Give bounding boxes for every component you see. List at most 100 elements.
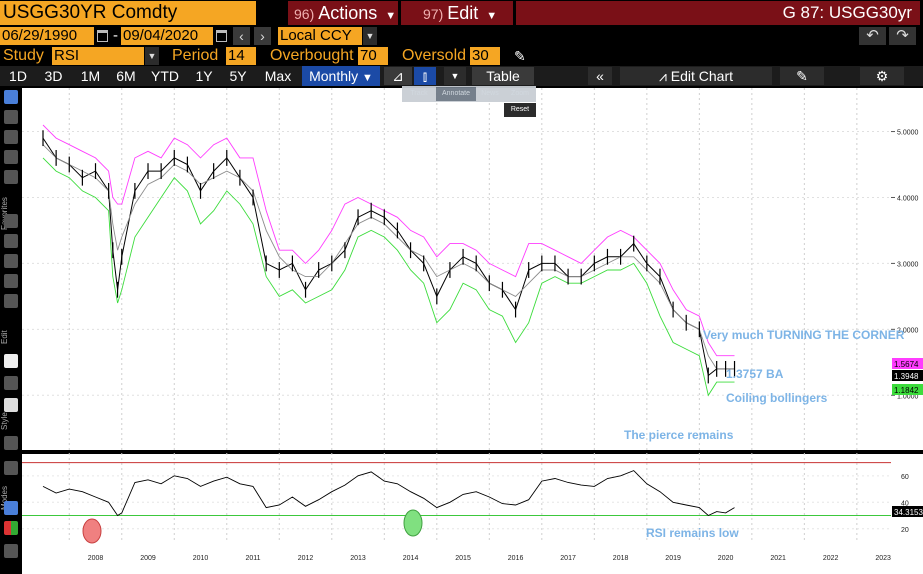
period-input[interactable]: 14: [226, 47, 256, 65]
period-button-5y[interactable]: 5Y: [229, 68, 247, 84]
drag-icon[interactable]: [4, 501, 18, 515]
period-button-1d[interactable]: 1D: [9, 68, 27, 84]
oversold-input[interactable]: 30: [470, 47, 500, 65]
arrow-icon[interactable]: [4, 294, 18, 308]
overbought-input[interactable]: 70: [358, 47, 388, 65]
collapse-icon[interactable]: «: [588, 67, 612, 85]
x-tick-label: 2016: [508, 555, 524, 562]
price-panel: [22, 88, 891, 450]
lower-band-value: 1.1842: [894, 386, 919, 395]
period-button-1m[interactable]: 1M: [80, 68, 101, 84]
oversold-circle-green: [403, 509, 423, 537]
draw-icon[interactable]: ✎: [780, 67, 824, 85]
ticker-field[interactable]: USGG30YR Comdty: [0, 1, 256, 25]
toolbar: 1D 3D 1M 6M YTD 1Y 5Y Max Monthly ▼ ⊿ ⫾ …: [0, 66, 923, 86]
fibonacci-icon[interactable]: [4, 150, 18, 164]
last-price-tag: [892, 370, 923, 381]
fill-icon[interactable]: [4, 398, 18, 412]
news-button[interactable]: News: [481, 90, 499, 97]
price-tick-label: 4.0000: [897, 195, 919, 202]
last-price-value: 1.3948: [894, 372, 919, 381]
x-tick-label: 2021: [770, 555, 786, 562]
chart-area[interactable]: 2008 2009 2010 2011 2012 2013 2014 2015 2016 2017…: [22, 86, 923, 574]
annotate-button[interactable]: Annotate: [436, 87, 476, 101]
actions-label: Actions: [318, 3, 378, 23]
gear-icon[interactable]: ⚙: [860, 67, 904, 85]
line-chart-icon[interactable]: ⊿: [384, 67, 412, 85]
start-date-input[interactable]: 06/29/1990: [0, 27, 94, 45]
oversold-label: Oversold: [402, 47, 467, 64]
chevron-down-icon[interactable]: ▼: [145, 47, 159, 65]
end-date-input[interactable]: 09/04/2020: [121, 27, 213, 45]
undo-icon[interactable]: ↶: [859, 27, 886, 45]
calendar-icon[interactable]: [97, 30, 108, 42]
annotation-coiling: Coiling bollingers: [726, 391, 828, 405]
trendline-icon[interactable]: [4, 110, 18, 124]
cursor-icon[interactable]: [4, 90, 18, 104]
reset-button[interactable]: Reset: [504, 103, 536, 117]
price-tick-label: 5.0000: [897, 130, 919, 137]
x-tick-label: 2014: [403, 555, 419, 562]
calendar-icon[interactable]: [216, 30, 227, 42]
x-tick-label: 2018: [613, 555, 629, 562]
overbought-label: Overbought: [270, 47, 354, 64]
chart-icon: ⩘: [658, 68, 671, 84]
pen-icon[interactable]: [4, 461, 18, 475]
bar-chart-icon[interactable]: ⫾: [414, 67, 436, 85]
line-icon[interactable]: [4, 254, 18, 268]
study-label: Study: [3, 47, 44, 64]
study-select[interactable]: RSI: [52, 47, 144, 65]
redo-icon[interactable]: ↷: [889, 27, 916, 45]
settings-icon[interactable]: [4, 544, 18, 558]
x-tick-label: 2012: [298, 555, 314, 562]
eraser-icon[interactable]: [4, 354, 18, 368]
ruler-icon[interactable]: [4, 274, 18, 288]
rectangle-icon[interactable]: [4, 234, 18, 248]
chart-svg[interactable]: 2008 2009 2010 2011 2012 2013 2014 2015 2016 2017…: [22, 86, 923, 574]
brush-icon[interactable]: [4, 214, 18, 228]
edit-label: Edit: [0, 330, 9, 344]
period-button-6m[interactable]: 6M: [116, 68, 136, 84]
edit-menu-button[interactable]: 97) Edit ▼: [401, 1, 513, 25]
zoom-button[interactable]: Zoom: [511, 90, 529, 97]
x-tick-label: 2008: [88, 555, 104, 562]
currency-select[interactable]: Local CCY: [278, 27, 362, 45]
actions-menu-button[interactable]: 96) Actions ▼: [288, 1, 398, 25]
color-palette-icon[interactable]: [4, 521, 18, 535]
x-tick-label: 2009: [140, 555, 156, 562]
edit-label: Edit: [447, 3, 479, 23]
rsi-tick-label: 40: [901, 500, 909, 507]
period-button-1y[interactable]: 1Y: [195, 68, 213, 84]
chevron-down-icon: ▼: [486, 10, 498, 22]
annotation-rsi-low: RSI remains low: [646, 526, 739, 540]
x-tick-label: 2022: [823, 555, 839, 562]
lines-icon[interactable]: [4, 436, 18, 450]
period-button-max[interactable]: Max: [264, 68, 292, 84]
chevron-down-icon[interactable]: ▼: [444, 67, 466, 85]
text-icon[interactable]: [4, 376, 18, 390]
x-tick-label: 2015: [455, 555, 471, 562]
annotation-turning: Very much TURNING THE CORNER: [703, 328, 905, 342]
vertical-line-icon[interactable]: [4, 130, 18, 144]
forward-arrow-icon[interactable]: ›: [254, 27, 271, 45]
edit-chart-button[interactable]: ⩘ Edit Chart: [620, 67, 772, 85]
pencil-icon[interactable]: ✎: [514, 48, 526, 64]
back-arrow-icon[interactable]: ‹: [233, 27, 250, 45]
actions-shortcut: 96): [294, 6, 315, 22]
frequency-select[interactable]: Monthly ▼: [302, 66, 380, 86]
series-lower-band: [42, 157, 735, 397]
upper-band-value: 1.5674: [894, 360, 919, 369]
period-button-ytd[interactable]: YTD: [151, 68, 179, 84]
channel-icon[interactable]: [4, 170, 18, 184]
period-label: Period: [172, 47, 219, 64]
chevron-down-icon[interactable]: ▼: [363, 27, 377, 45]
table-button[interactable]: Table: [472, 67, 534, 85]
time-axis: [22, 543, 923, 574]
track-button[interactable]: Track: [410, 90, 428, 97]
rsi-last-value: 34.3153: [894, 508, 923, 517]
period-button-3d[interactable]: 3D: [44, 68, 63, 84]
x-tick-label: 2023: [875, 555, 891, 562]
date-separator: -: [113, 27, 118, 44]
x-tick-label: 2013: [350, 555, 366, 562]
mini-toolbar: Track Annotate News Zoom: [402, 86, 536, 102]
